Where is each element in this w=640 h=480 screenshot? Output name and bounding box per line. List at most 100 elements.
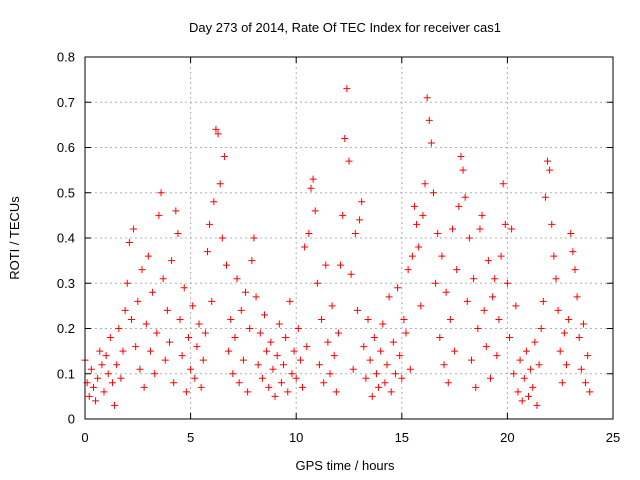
data-point bbox=[286, 297, 294, 305]
data-point bbox=[535, 361, 543, 369]
data-point bbox=[474, 325, 482, 332]
data-point bbox=[364, 315, 372, 323]
data-point bbox=[227, 315, 235, 323]
data-point bbox=[290, 347, 298, 355]
data-point bbox=[514, 388, 522, 396]
data-point bbox=[467, 356, 475, 364]
data-point bbox=[446, 315, 454, 323]
grid-lines bbox=[85, 57, 613, 419]
data-point bbox=[269, 365, 277, 373]
data-point bbox=[231, 334, 239, 342]
data-point bbox=[254, 361, 262, 369]
data-point bbox=[132, 343, 140, 351]
data-point bbox=[429, 189, 437, 197]
data-point bbox=[161, 356, 169, 364]
data-point bbox=[208, 297, 216, 305]
data-point bbox=[127, 315, 135, 323]
data-point bbox=[146, 347, 154, 355]
data-point bbox=[497, 252, 505, 260]
plot-frame bbox=[84, 56, 614, 420]
data-point bbox=[261, 311, 269, 319]
data-point bbox=[170, 379, 178, 387]
data-point bbox=[493, 352, 501, 360]
data-point bbox=[368, 392, 376, 400]
data-point bbox=[484, 257, 492, 265]
data-point bbox=[229, 370, 237, 378]
data-point bbox=[153, 329, 161, 337]
data-point bbox=[584, 352, 592, 360]
data-point bbox=[121, 306, 129, 314]
data-point bbox=[565, 315, 573, 323]
data-point bbox=[579, 320, 587, 328]
data-point bbox=[284, 388, 292, 396]
data-point bbox=[339, 211, 347, 219]
data-point bbox=[417, 302, 425, 310]
data-point bbox=[267, 338, 275, 346]
data-point bbox=[172, 207, 180, 215]
data-point bbox=[512, 302, 520, 310]
data-point bbox=[197, 383, 205, 391]
data-point bbox=[463, 297, 471, 305]
data-point bbox=[201, 329, 209, 337]
data-point bbox=[508, 225, 516, 233]
data-point bbox=[529, 383, 537, 391]
data-point bbox=[140, 383, 148, 391]
data-point bbox=[165, 338, 173, 346]
data-point bbox=[244, 388, 252, 396]
data-point bbox=[326, 370, 334, 378]
data-point bbox=[415, 243, 423, 251]
data-point bbox=[191, 374, 199, 382]
x-tick-label: 15 bbox=[395, 430, 409, 445]
data-point bbox=[343, 85, 351, 93]
data-point bbox=[324, 338, 332, 346]
data-point bbox=[480, 306, 488, 314]
data-point bbox=[573, 293, 581, 301]
data-point bbox=[506, 334, 514, 342]
data-point bbox=[275, 320, 283, 328]
data-point bbox=[499, 180, 507, 188]
data-point bbox=[263, 347, 271, 355]
data-point bbox=[330, 352, 338, 360]
data-point bbox=[235, 379, 243, 387]
data-point bbox=[472, 383, 480, 391]
data-point bbox=[96, 347, 104, 355]
data-point bbox=[427, 139, 435, 147]
y-tick-label: 0 bbox=[68, 412, 75, 427]
data-point bbox=[516, 356, 524, 364]
data-point bbox=[518, 397, 526, 405]
chart-title: Day 273 of 2014, Rate Of TEC Index for r… bbox=[189, 20, 501, 35]
data-point bbox=[315, 361, 323, 369]
data-point bbox=[163, 306, 171, 314]
y-axis-ticks: 0 0.1 0.2 0.3 0.4 0.5 0.6 0.7 0.8 bbox=[57, 50, 613, 427]
data-point bbox=[252, 293, 260, 301]
data-point bbox=[353, 306, 361, 314]
data-point bbox=[391, 370, 399, 378]
data-point bbox=[567, 229, 575, 237]
data-point bbox=[159, 275, 167, 283]
data-point bbox=[586, 388, 594, 396]
data-point bbox=[155, 211, 163, 219]
data-point bbox=[491, 275, 499, 283]
data-point bbox=[106, 334, 114, 342]
data-point bbox=[349, 365, 357, 373]
data-point bbox=[419, 211, 427, 219]
data-point bbox=[334, 329, 342, 337]
data-point bbox=[206, 220, 214, 228]
x-tick-label: 10 bbox=[289, 430, 303, 445]
x-tick-label: 5 bbox=[187, 430, 194, 445]
data-point bbox=[92, 397, 100, 405]
data-point bbox=[149, 288, 157, 296]
data-point bbox=[136, 365, 144, 373]
data-point bbox=[168, 257, 176, 265]
y-tick-label: 0.5 bbox=[57, 185, 75, 200]
data-point bbox=[375, 383, 383, 391]
data-point bbox=[250, 234, 258, 242]
data-point bbox=[569, 248, 577, 256]
data-point bbox=[360, 343, 368, 351]
data-point bbox=[440, 361, 448, 369]
data-point bbox=[410, 202, 418, 210]
data-point bbox=[157, 189, 165, 197]
data-point bbox=[214, 130, 222, 138]
data-point bbox=[220, 153, 228, 161]
data-point bbox=[277, 379, 285, 387]
